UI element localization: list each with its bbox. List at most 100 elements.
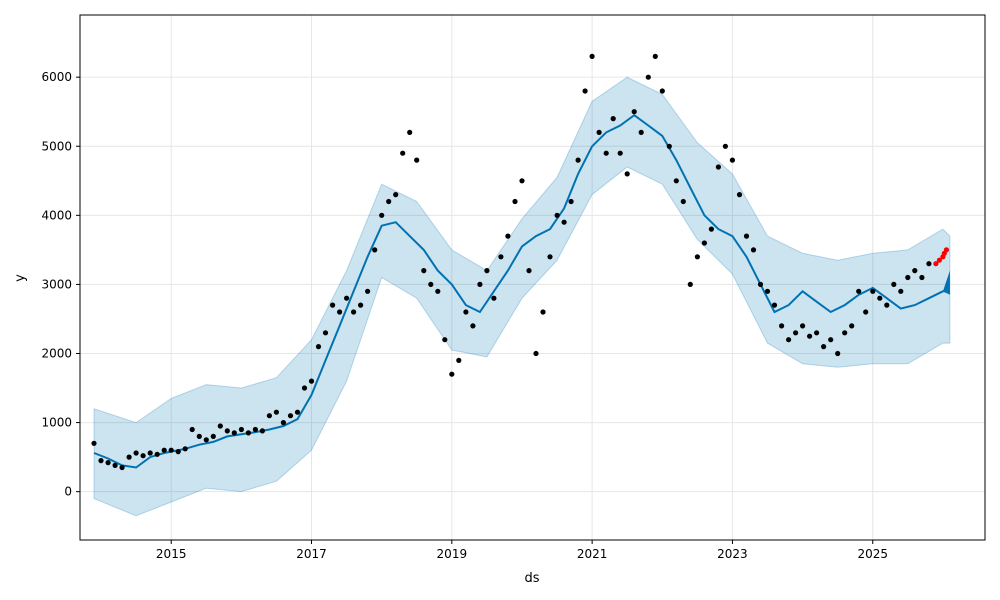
observed-point <box>793 330 799 336</box>
observed-point <box>344 295 350 301</box>
observed-point <box>764 288 771 294</box>
observed-point <box>182 446 188 452</box>
observed-point <box>519 178 525 184</box>
observed-point <box>898 288 904 294</box>
observed-point <box>638 129 644 135</box>
observed-point <box>786 337 792 343</box>
observed-point <box>315 344 322 350</box>
y-tick-label: 1000 <box>41 416 72 430</box>
observed-point <box>203 437 209 443</box>
gridlines <box>80 15 985 540</box>
observed-point <box>877 295 883 301</box>
observed-point <box>610 116 616 122</box>
uncertainty-band-area <box>93 76 951 517</box>
observed-point <box>266 413 272 419</box>
observed-point <box>512 198 518 205</box>
observed-point <box>154 451 160 457</box>
observed-point <box>905 274 911 281</box>
recent-point <box>933 261 939 267</box>
observed-point <box>337 309 343 315</box>
observed-point <box>870 288 876 294</box>
observed-point <box>484 268 490 274</box>
observed-point <box>126 454 132 460</box>
observed-point <box>386 198 392 205</box>
recent-point <box>936 257 943 263</box>
observed-point <box>589 53 595 60</box>
observed-point <box>449 371 455 377</box>
observed-point <box>98 458 104 464</box>
observed-point <box>442 337 448 343</box>
observed-point <box>435 288 441 294</box>
observed-point <box>757 281 764 287</box>
observed-point <box>828 337 834 343</box>
observed-point <box>807 333 813 339</box>
y-tick-label: 6000 <box>41 70 72 84</box>
observed-point <box>568 198 574 205</box>
observed-point <box>252 426 258 433</box>
recent-point <box>943 247 950 253</box>
observed-point <box>428 281 434 287</box>
observed-point <box>175 449 181 455</box>
x-tick-label: 2017 <box>296 547 327 561</box>
observed-point <box>287 413 294 419</box>
x-tick-label: 2019 <box>437 547 468 561</box>
observed-points <box>91 53 932 471</box>
observed-point <box>779 323 785 329</box>
observed-point <box>526 268 532 274</box>
observed-point <box>687 281 693 287</box>
recent-points <box>933 247 950 267</box>
observed-point <box>259 428 265 434</box>
observed-point <box>540 309 546 315</box>
observed-point <box>863 309 869 315</box>
observed-point <box>596 129 602 135</box>
observed-point <box>926 261 932 267</box>
observed-point <box>821 344 827 350</box>
x-axis-ticks: 2015 2017 2019 2021 2023 2025 <box>156 540 888 561</box>
observed-point <box>743 233 750 239</box>
observed-point <box>273 409 279 415</box>
forecast-horizon-band <box>942 270 950 295</box>
observed-point <box>603 150 609 156</box>
observed-point <box>414 157 420 163</box>
observed-point <box>393 192 399 198</box>
x-tick-label: 2023 <box>717 547 748 561</box>
y-tick-label: 0 <box>64 485 72 499</box>
observed-point <box>919 274 925 281</box>
forecast-line-path <box>93 113 950 469</box>
observed-point <box>849 323 855 329</box>
observed-point <box>308 378 315 384</box>
observed-point <box>750 247 757 253</box>
observed-point <box>631 109 637 115</box>
observed-point <box>666 143 672 149</box>
observed-point <box>891 281 897 287</box>
observed-point <box>168 447 174 453</box>
observed-point <box>912 268 918 274</box>
observed-point <box>456 357 462 363</box>
y-tick-label: 3000 <box>41 277 72 291</box>
observed-point <box>582 88 588 94</box>
observed-point <box>624 171 630 177</box>
observed-point <box>673 178 679 184</box>
observed-point <box>379 212 385 218</box>
x-tick-label: 2025 <box>857 547 888 561</box>
y-tick-label: 5000 <box>41 139 72 153</box>
observed-point <box>505 233 511 239</box>
observed-point <box>645 74 651 80</box>
observed-point <box>133 450 139 456</box>
observed-point <box>659 88 665 94</box>
observed-point <box>140 453 146 459</box>
observed-point <box>294 409 301 415</box>
observed-point <box>238 426 244 433</box>
observed-point <box>161 447 167 453</box>
uncertainty-band <box>93 76 951 517</box>
y-tick-label: 2000 <box>41 346 72 360</box>
forecast-line <box>93 113 950 469</box>
observed-point <box>842 330 848 336</box>
observed-point <box>652 53 658 60</box>
observed-point <box>736 192 743 198</box>
observed-point <box>491 295 497 301</box>
observed-point <box>91 440 97 446</box>
x-tick-label: 2015 <box>156 547 187 561</box>
observed-point <box>301 385 308 391</box>
